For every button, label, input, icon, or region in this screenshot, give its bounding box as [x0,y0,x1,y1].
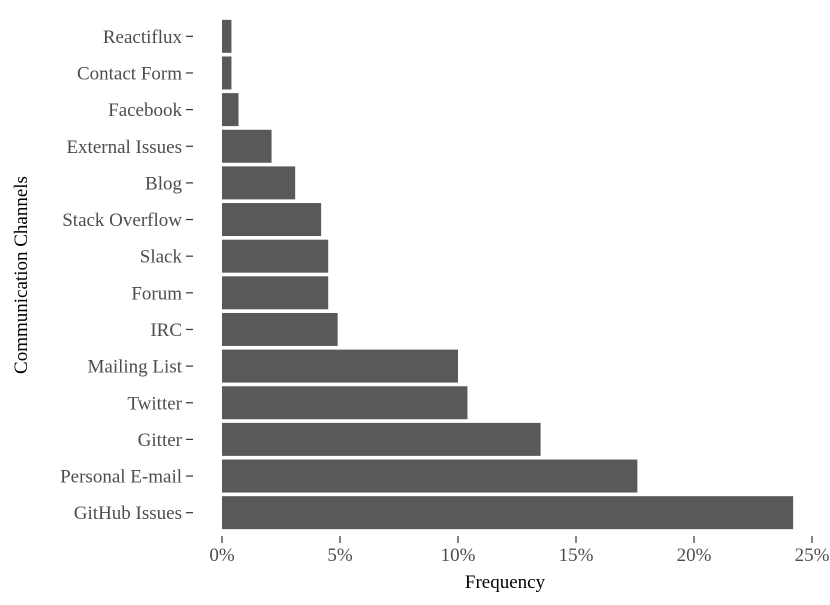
bar-facebook [222,93,239,127]
y-tick-label-stack-overflow: Stack Overflow [62,210,182,231]
x-tick-label: 0% [209,545,235,566]
bar-contact-form [222,56,232,90]
bar-stack-overflow [222,203,322,237]
bar-twitter [222,386,468,420]
y-tick-label-external-issues: External Issues [66,137,182,158]
y-tick-label-mailing-list: Mailing List [88,357,183,378]
y-tick-label-contact-form: Contact Form [77,63,182,84]
y-tick-label-twitter: Twitter [127,393,182,414]
bar-forum [222,276,329,310]
x-tick-label: 20% [677,545,712,566]
y-tick-label-forum: Forum [131,283,182,304]
y-tick-label-reactiflux: Reactiflux [103,27,183,48]
y-tick-label-blog: Blog [145,173,182,194]
bar-mailing-list [222,349,458,383]
x-tick-label: 10% [441,545,476,566]
x-tick-label: 15% [559,545,594,566]
x-axis: 0% 5% 10% 15% 20% 25% [209,536,830,566]
bar-personal-e-mail [222,459,638,493]
y-tick-label-facebook: Facebook [108,100,182,121]
x-axis-title: Frequency [465,572,546,593]
y-tick-label-gitter: Gitter [138,430,183,451]
y-axis: Reactiflux Contact Form Facebook External I… [60,27,193,524]
y-tick-label-irc: IRC [150,320,182,341]
y-tick-label-slack: Slack [140,247,183,268]
bars-group [222,19,794,530]
y-axis-title: Communication Channels [11,176,32,374]
bar-reactiflux [222,19,232,53]
y-tick-label-personal-e-mail: Personal E-mail [60,467,182,488]
bar-irc [222,312,338,346]
bar-external-issues [222,129,272,163]
x-tick-label: 25% [795,545,830,566]
bar-gitter [222,422,541,456]
bar-github-issues [222,496,794,530]
bar-blog [222,166,296,200]
bar-slack [222,239,329,273]
y-tick-label-github-issues: GitHub Issues [74,503,182,524]
x-tick-label: 5% [327,545,353,566]
